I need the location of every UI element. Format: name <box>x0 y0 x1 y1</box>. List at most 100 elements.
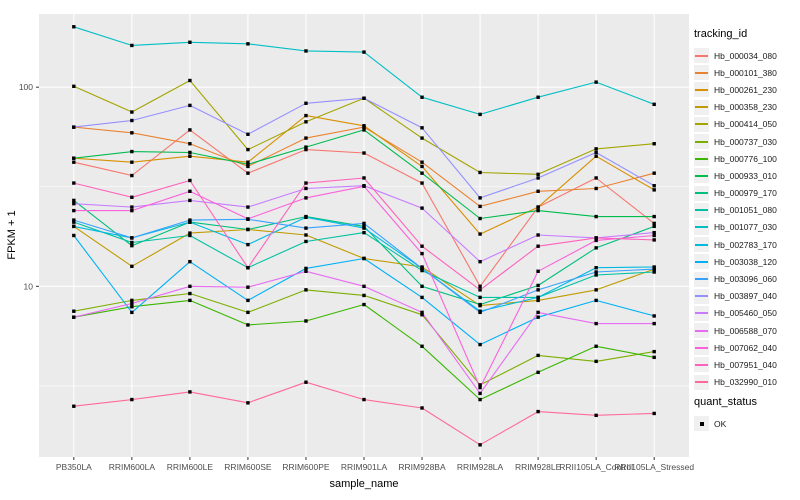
data-point <box>246 171 250 175</box>
legend-item-label: Hb_000034_080 <box>714 50 777 61</box>
legend-rows: Hb_000034_080 Hb_000101_380 Hb_000261_230 H… <box>694 47 798 391</box>
data-point <box>420 206 424 210</box>
data-point <box>246 42 250 46</box>
data-point <box>536 283 540 288</box>
data-point <box>478 383 482 387</box>
data-point <box>188 259 192 264</box>
data-point <box>304 266 308 271</box>
x-tick-label: RRIM901LA <box>341 462 388 472</box>
data-point <box>246 310 250 315</box>
legend-item: Hb_000933_010 <box>694 167 798 184</box>
data-point <box>362 302 366 307</box>
legend-line-icon <box>695 88 708 91</box>
data-point <box>652 184 656 188</box>
data-point <box>72 208 76 213</box>
legend-item-label: Hb_000358_230 <box>714 102 777 113</box>
data-point <box>130 149 134 154</box>
data-point <box>420 160 424 164</box>
data-point <box>188 128 192 132</box>
x-tick-label: RRIM928LE <box>515 462 562 472</box>
data-point <box>188 220 192 224</box>
data-point <box>362 184 366 188</box>
legend-line-icon <box>695 381 708 384</box>
legend-item: OK <box>694 415 798 432</box>
data-point <box>188 390 192 394</box>
legend-key-swatch <box>694 237 709 253</box>
data-point <box>536 205 540 209</box>
data-point <box>536 315 540 319</box>
legend-line-icon <box>695 295 708 298</box>
data-point <box>362 50 366 54</box>
data-point <box>420 313 424 317</box>
data-point <box>362 176 366 180</box>
legend-item-label: Hb_000414_050 <box>714 119 777 130</box>
data-point <box>130 298 134 303</box>
data-point <box>72 25 76 29</box>
data-point <box>594 238 598 243</box>
legend-line-icon <box>695 346 708 349</box>
legend-item: Hb_000737_030 <box>694 133 798 150</box>
legend-item-label: Hb_001077_030 <box>714 222 777 233</box>
data-point <box>362 224 366 229</box>
data-point <box>304 239 308 244</box>
legend-line-icon <box>695 226 708 229</box>
data-point <box>478 391 482 396</box>
data-point <box>246 401 250 405</box>
legend-item-label: Hb_003897_040 <box>714 291 777 302</box>
legend-item: Hb_007062_040 <box>694 339 798 356</box>
data-point <box>420 251 424 256</box>
data-point <box>130 118 134 123</box>
data-point <box>304 145 308 149</box>
data-point <box>652 265 656 269</box>
data-point <box>362 96 366 100</box>
data-point <box>130 110 134 114</box>
data-point <box>130 236 134 240</box>
legend-item-label: Hb_000933_010 <box>714 170 777 181</box>
data-point <box>188 298 192 303</box>
data-point <box>478 284 482 289</box>
data-point <box>304 49 308 53</box>
data-point <box>478 385 482 390</box>
data-point <box>594 147 598 151</box>
data-point <box>362 221 366 226</box>
data-point <box>362 397 366 402</box>
data-point <box>246 323 250 327</box>
legend-line-icon <box>695 192 708 195</box>
legend-item-label: Hb_003096_060 <box>714 274 777 285</box>
data-point <box>304 186 308 191</box>
data-point <box>188 142 192 146</box>
legend-key-swatch <box>694 254 709 270</box>
data-point <box>594 214 598 219</box>
legend-key-swatch <box>694 374 709 390</box>
data-point <box>420 164 424 169</box>
data-point <box>130 264 134 269</box>
data-point <box>130 301 134 306</box>
x-tick-label: RRII105LA_Stressed <box>614 462 694 472</box>
data-point <box>72 156 76 160</box>
data-point <box>188 40 192 44</box>
data-point <box>420 344 424 348</box>
legend-item: Hb_000979_170 <box>694 185 798 202</box>
legend-line-icon <box>695 243 708 246</box>
data-point <box>594 321 598 326</box>
legend-item: Hb_032990_010 <box>694 374 798 391</box>
legend2-rows: OK <box>694 415 798 432</box>
legend-item-label: Hb_000979_170 <box>714 188 777 199</box>
data-point <box>594 236 598 240</box>
data-point <box>652 349 656 354</box>
legend-item-label: Hb_000101_380 <box>714 67 777 78</box>
legend-quant-status: quant_status OK <box>694 396 798 432</box>
legend-key-swatch <box>694 134 709 150</box>
legend-item-label: OK <box>714 418 727 429</box>
data-point <box>594 80 598 84</box>
data-point <box>304 288 308 292</box>
x-tick-label: RRIM600LE <box>167 462 214 472</box>
legend-item-label: Hb_032990_010 <box>714 377 777 388</box>
x-tick-label: RRIM600SE <box>224 462 272 472</box>
data-point <box>594 413 598 418</box>
data-point <box>478 112 482 117</box>
legend-item: Hb_002783_170 <box>694 236 798 253</box>
y-axis-title: FPKM + 1 <box>6 210 18 260</box>
legend-item: Hb_006588_070 <box>694 322 798 339</box>
legend-item-label: Hb_002783_170 <box>714 239 777 250</box>
